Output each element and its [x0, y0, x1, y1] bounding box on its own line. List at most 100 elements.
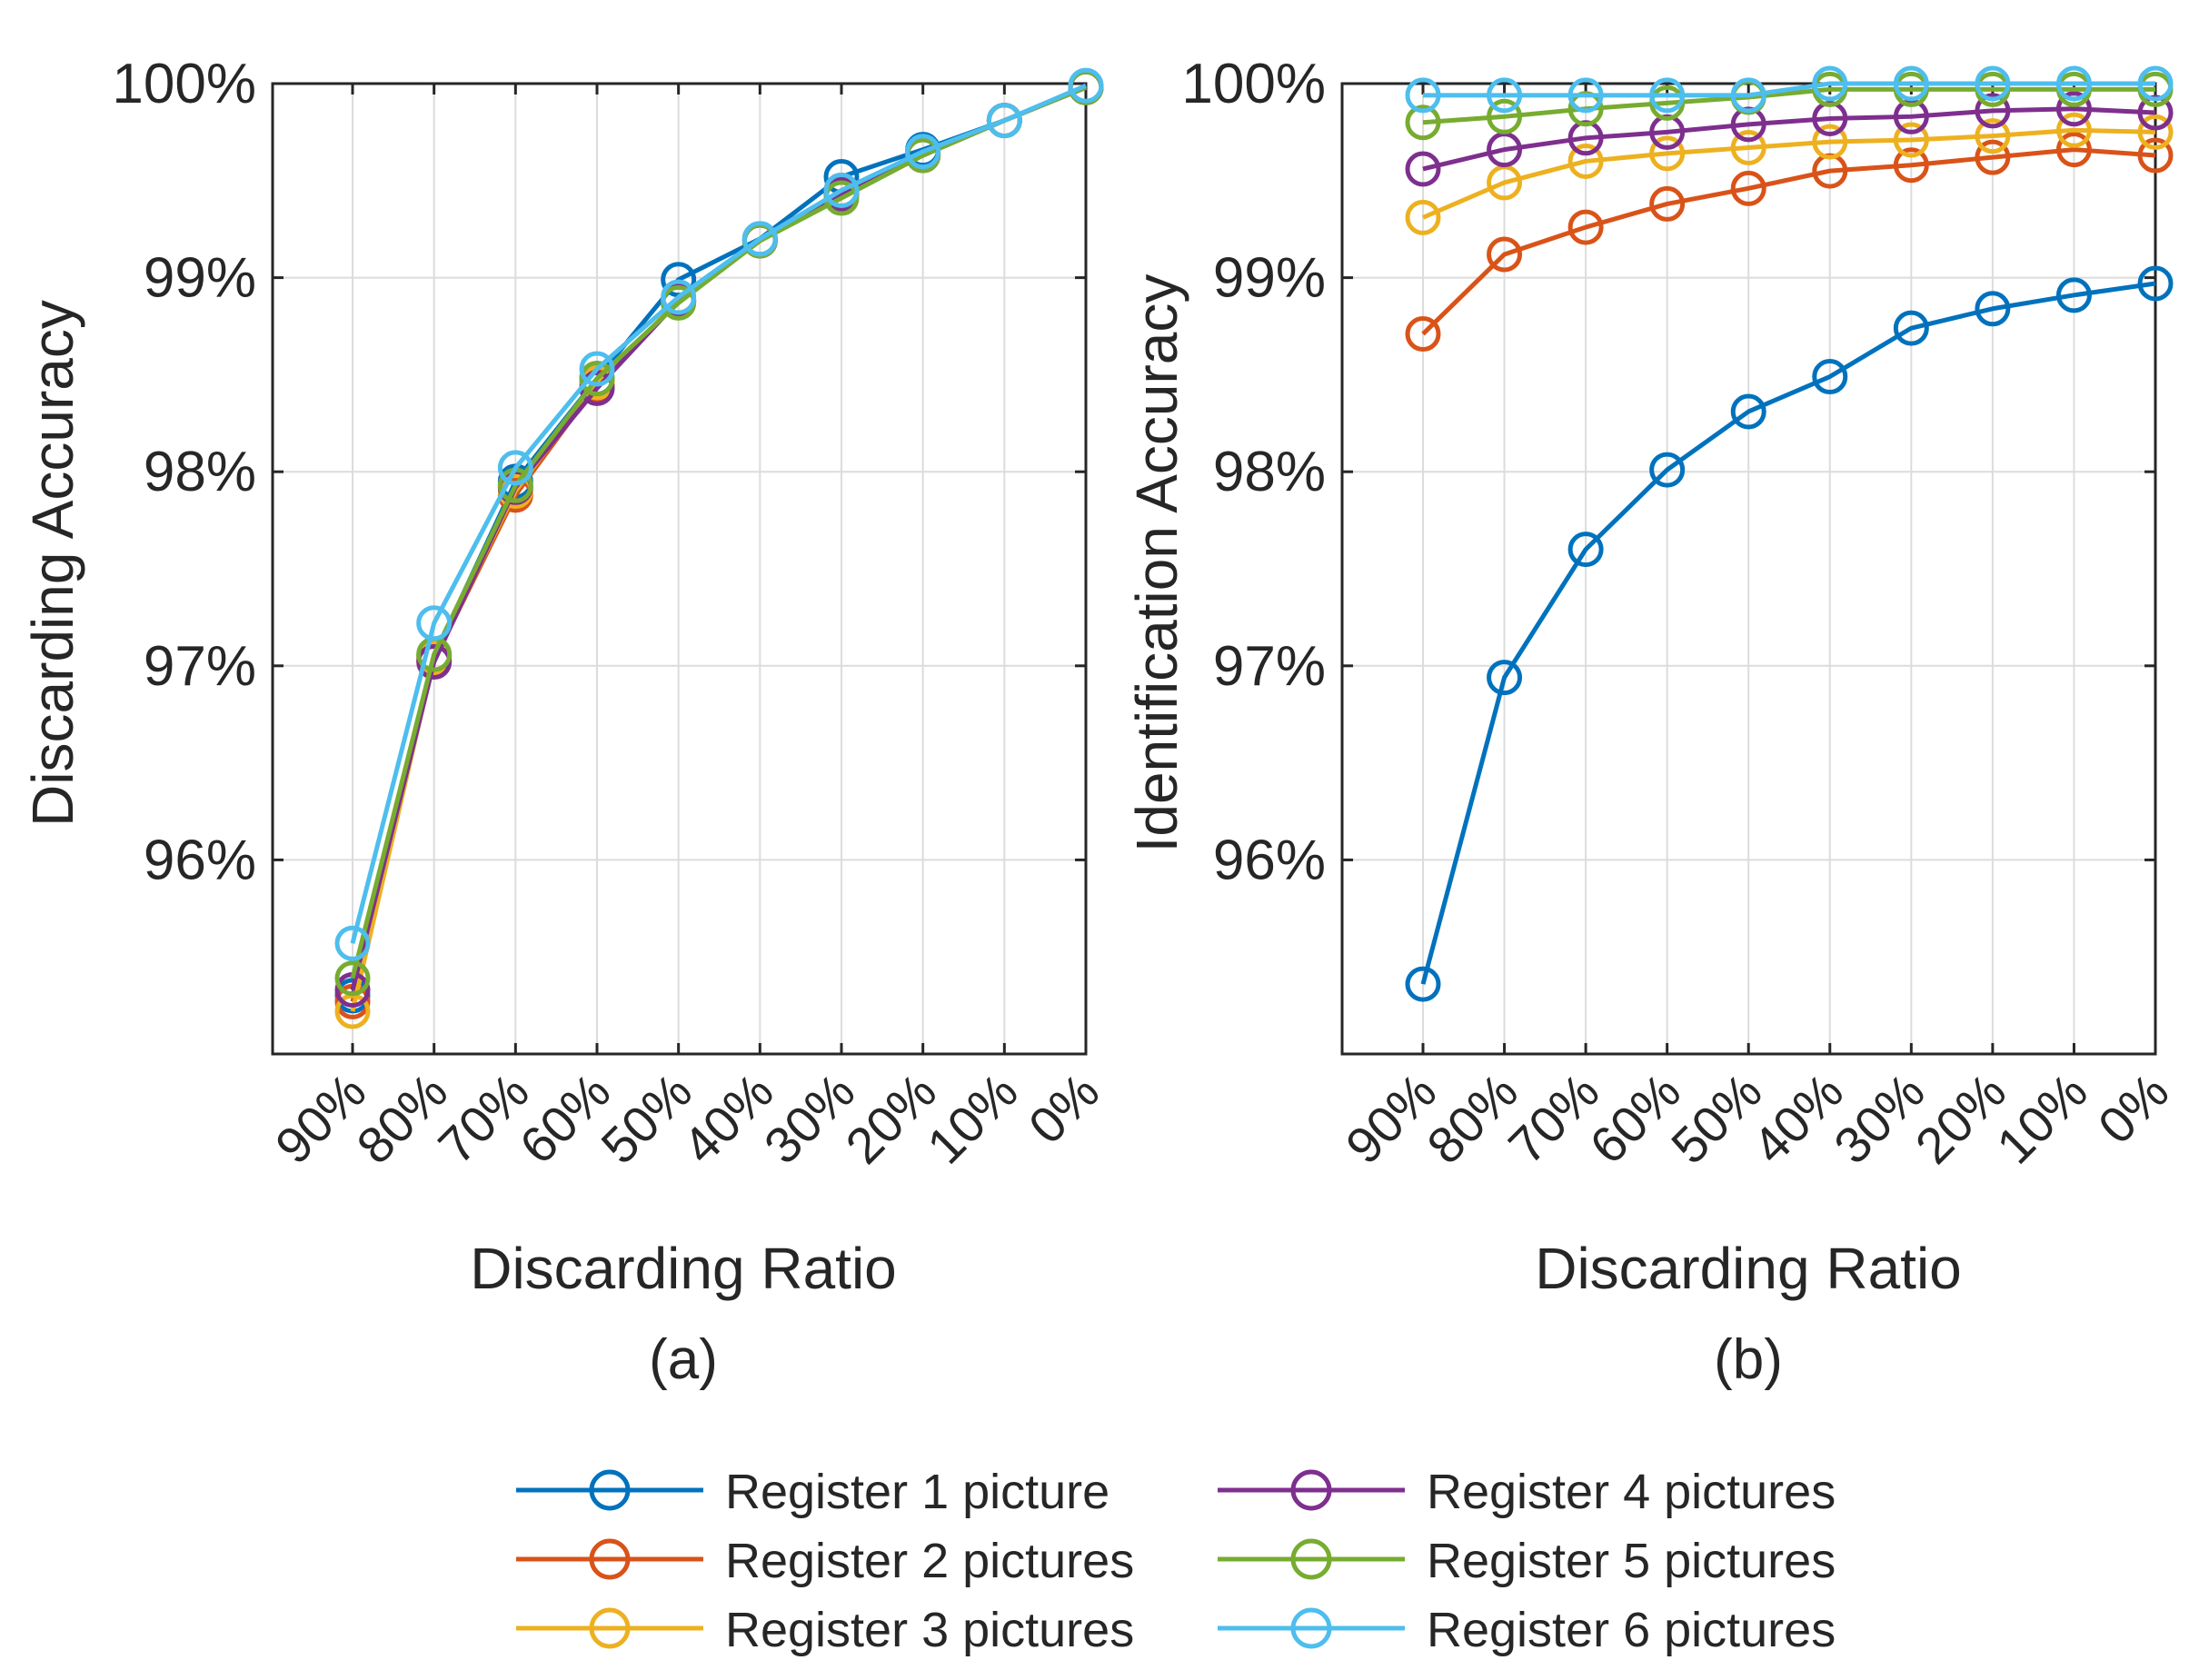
legend-item-register-1-picture: Register 1 picture	[516, 1465, 1109, 1519]
legend-label: Register 3 pictures	[725, 1603, 1134, 1657]
data-point	[1975, 93, 2011, 129]
panel-label: (a)	[649, 1328, 718, 1391]
panel-label: (b)	[1714, 1328, 1783, 1391]
data-point	[1405, 966, 1441, 1002]
series-register-5-pictures	[334, 69, 1104, 997]
data-point	[1649, 452, 1686, 488]
data-point	[1487, 98, 1523, 134]
series-line	[350, 84, 1087, 991]
data-point	[905, 134, 941, 170]
series-register-1-picture	[1405, 265, 2174, 1002]
series-line	[350, 84, 1087, 979]
y-tick-label: 96%	[1213, 829, 1326, 891]
data-point	[1405, 104, 1441, 141]
series-register-4-pictures	[1405, 91, 2174, 187]
x-tick-label: 40%	[1741, 1062, 1854, 1175]
data-point	[2055, 65, 2092, 102]
data-point	[1730, 129, 1766, 165]
legend-label: Register 1 picture	[725, 1465, 1109, 1519]
legend-label: Register 4 pictures	[1427, 1465, 1836, 1519]
x-tick-label: 70%	[427, 1062, 540, 1175]
x-tick-label: 20%	[834, 1062, 947, 1175]
data-point	[1893, 147, 1929, 184]
legend-item-register-2-pictures: Register 2 pictures	[516, 1534, 1134, 1588]
series-register-1-picture	[334, 69, 1104, 1014]
data-point	[986, 103, 1022, 139]
series-register-6-pictures	[1405, 65, 2174, 114]
legend-marker	[1290, 1538, 1332, 1580]
series-line	[1421, 147, 2156, 336]
series-line	[1422, 106, 2156, 172]
y-tick-label: 96%	[144, 829, 256, 891]
data-point	[334, 960, 371, 997]
x-tick-label: 50%	[590, 1062, 702, 1175]
data-point	[497, 450, 533, 486]
x-tick-label: 30%	[1823, 1062, 1935, 1175]
x-tick-label: 40%	[672, 1062, 784, 1175]
series-line	[1423, 81, 2155, 98]
legend-label: Register 2 pictures	[725, 1534, 1134, 1588]
data-point	[1487, 77, 1523, 114]
x-tick-label: 60%	[1578, 1062, 1691, 1175]
data-point	[1893, 122, 1929, 158]
data-point	[1068, 67, 1104, 104]
legend-box	[498, 1445, 1888, 1672]
data-point	[661, 279, 697, 315]
series-line	[1420, 281, 2156, 985]
data-point	[1975, 65, 2011, 102]
y-tick-label: 100%	[112, 53, 256, 115]
x-axis-label: Discarding Ratio	[1535, 1236, 1962, 1301]
data-point	[1487, 660, 1523, 696]
data-point	[1730, 77, 1766, 114]
data-point	[2055, 132, 2092, 168]
x-tick-label: 20%	[1905, 1062, 2017, 1175]
x-tick-label: 50%	[1660, 1062, 1773, 1175]
data-point	[823, 172, 860, 208]
x-tick-label: 0%	[2087, 1062, 2180, 1155]
y-tick-label: 100%	[1181, 53, 1326, 115]
data-point	[741, 221, 778, 257]
legend-marker	[589, 1538, 631, 1580]
x-tick-label: 0%	[1018, 1062, 1110, 1155]
x-tick-label: 10%	[916, 1062, 1029, 1175]
data-point	[1893, 310, 1929, 346]
y-tick-label: 99%	[144, 247, 256, 310]
data-point	[1567, 532, 1604, 568]
y-tick-label: 98%	[1213, 441, 1326, 503]
legend-item-register-6-pictures: Register 6 pictures	[1218, 1603, 1836, 1657]
data-point	[1405, 77, 1441, 114]
data-point	[1405, 199, 1441, 235]
series-line	[1422, 127, 2156, 220]
data-point	[1649, 185, 1686, 222]
data-point	[2137, 137, 2174, 174]
x-tick-label: 90%	[1335, 1062, 1448, 1175]
data-point	[1567, 209, 1604, 245]
data-point	[2137, 265, 2174, 302]
x-tick-label: 80%	[345, 1062, 458, 1175]
series-line	[350, 84, 1087, 1012]
data-point	[2055, 277, 2092, 313]
y-tick-label: 97%	[1213, 635, 1326, 698]
data-point	[1730, 170, 1766, 206]
x-tick-label: 60%	[509, 1062, 622, 1175]
legend-item-register-4-pictures: Register 4 pictures	[1218, 1465, 1836, 1519]
panel-a-chart: 96% 97% 98% 99% 100% 90%80%70%60%50%40%30%20%…	[20, 53, 1109, 1391]
series-line	[350, 84, 1087, 1002]
data-point	[1812, 65, 1848, 102]
data-point	[416, 605, 453, 641]
y-tick-label: 98%	[144, 441, 256, 503]
legend-marker	[589, 1607, 631, 1649]
data-point	[1730, 393, 1766, 430]
data-point	[1567, 143, 1604, 179]
series-register-4-pictures	[334, 69, 1104, 1009]
data-point	[2055, 91, 2092, 127]
y-axis-label: Identification Accuracy	[1124, 274, 1189, 853]
data-point	[579, 351, 615, 387]
data-point	[334, 925, 371, 961]
data-point	[1975, 291, 2011, 327]
legend-label: Register 6 pictures	[1427, 1603, 1836, 1657]
data-point	[1487, 236, 1523, 273]
x-tick-label: 10%	[1985, 1062, 2098, 1175]
data-point	[1975, 118, 2011, 154]
x-tick-label: 90%	[264, 1062, 377, 1175]
